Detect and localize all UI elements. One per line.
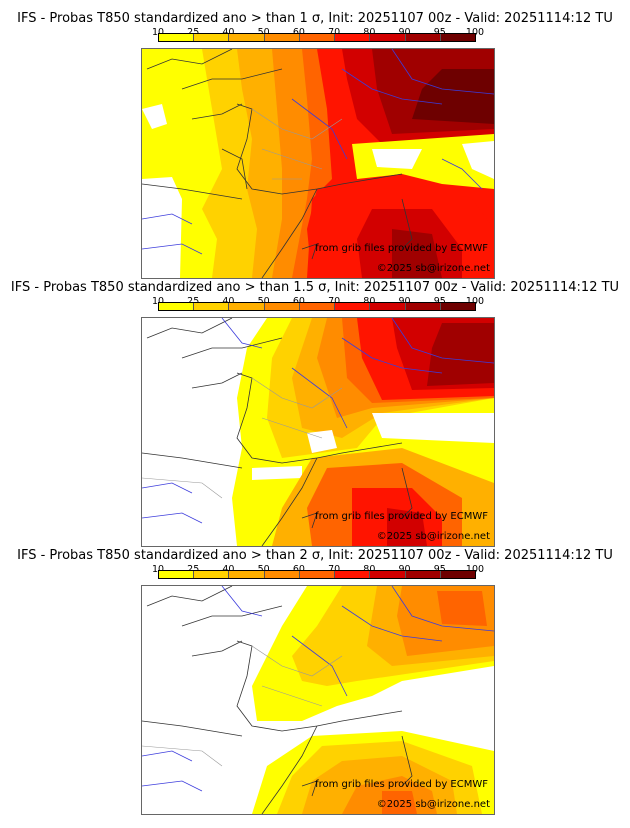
colorbar-tick-label: 10 xyxy=(151,27,165,38)
colorbar-ticks: 10 25 40 50 60 70 80 90 95 100 xyxy=(0,565,630,575)
map-panel-1: IFS - Probas T850 standardized ano > tha… xyxy=(0,11,630,281)
colorbar-segment xyxy=(159,34,195,41)
colorbar-tick-label: 80 xyxy=(363,296,376,307)
colorbar-segment xyxy=(299,34,336,41)
map-panel-2: IFS - Probas T850 standardized ano > tha… xyxy=(0,280,630,550)
colorbar-tick-label: 70 xyxy=(328,296,341,307)
colorbar-ticks: 10 25 40 50 60 70 80 90 95 100 xyxy=(0,297,630,307)
colorbar-segment xyxy=(264,571,300,578)
colorbar-segment xyxy=(159,571,195,578)
colorbar-tick-label: 10 xyxy=(151,296,165,307)
colorbar-tick-label: 95 xyxy=(433,296,446,307)
colorbar-tick-label: 40 xyxy=(222,296,235,307)
colorbar-segment xyxy=(440,34,475,41)
colorbar-segment xyxy=(370,571,406,578)
colorbar-tick-label: 95 xyxy=(433,564,446,575)
map-panel-3: IFS - Probas T850 standardized ano > tha… xyxy=(0,548,630,818)
colorbar-segment xyxy=(229,34,265,41)
colorbar-segment xyxy=(299,303,336,310)
colorbar xyxy=(158,302,476,311)
colorbar-segment xyxy=(335,34,371,41)
colorbar-tick-label: 40 xyxy=(222,27,235,38)
colorbar-segment xyxy=(405,303,441,310)
colorbar-segment xyxy=(440,571,475,578)
colorbar-tick-label: 70 xyxy=(328,564,341,575)
copyright-credit: ©2025 sb@irizone.net xyxy=(376,799,490,810)
panel-title: IFS - Probas T850 standardized ano > tha… xyxy=(17,548,613,563)
colorbar-tick-label: 25 xyxy=(187,296,200,307)
copyright-credit: ©2025 sb@irizone.net xyxy=(376,531,490,542)
colorbar-tick-label: 70 xyxy=(328,27,341,38)
colorbar-ticks: 10 25 40 50 60 70 80 90 95 100 xyxy=(0,28,630,38)
panel-title: IFS - Probas T850 standardized ano > tha… xyxy=(17,11,613,26)
data-source-credit: from grib files provided by ECMWF xyxy=(315,511,488,522)
probability-map: from grib files provided by ECMWF ©2025 … xyxy=(141,48,495,279)
colorbar-segment xyxy=(264,34,300,41)
panel-title: IFS - Probas T850 standardized ano > tha… xyxy=(10,280,620,295)
colorbar-segment xyxy=(370,303,406,310)
map-graphic xyxy=(142,586,494,814)
colorbar-tick-label: 80 xyxy=(363,564,376,575)
colorbar-segment xyxy=(405,34,441,41)
colorbar-tick-label: 100 xyxy=(465,27,485,38)
data-source-credit: from grib files provided by ECMWF xyxy=(315,243,488,254)
colorbar xyxy=(158,570,476,579)
data-source-credit: from grib files provided by ECMWF xyxy=(315,779,488,790)
colorbar-segment xyxy=(264,303,300,310)
probability-map: from grib files provided by ECMWF ©2025 … xyxy=(141,317,495,547)
colorbar-tick-label: 50 xyxy=(257,564,270,575)
copyright-credit: ©2025 sb@irizone.net xyxy=(376,263,490,274)
colorbar-tick-label: 60 xyxy=(292,296,305,307)
colorbar-segment xyxy=(299,571,336,578)
colorbar-tick-label: 40 xyxy=(222,564,235,575)
colorbar-tick-label: 90 xyxy=(398,296,411,307)
colorbar-segment xyxy=(335,303,371,310)
colorbar-tick-label: 80 xyxy=(363,27,376,38)
colorbar-segment xyxy=(194,34,230,41)
colorbar-segment xyxy=(335,571,371,578)
map-graphic xyxy=(142,49,494,278)
colorbar xyxy=(158,33,476,42)
colorbar-tick-label: 90 xyxy=(398,564,411,575)
colorbar-tick-label: 60 xyxy=(292,564,305,575)
colorbar-segment xyxy=(229,571,265,578)
colorbar-tick-label: 25 xyxy=(187,564,200,575)
colorbar-tick-label: 95 xyxy=(433,27,446,38)
colorbar-tick-label: 25 xyxy=(187,27,200,38)
colorbar-segment xyxy=(194,571,230,578)
colorbar-tick-label: 90 xyxy=(398,27,411,38)
colorbar-tick-label: 50 xyxy=(257,296,270,307)
map-graphic xyxy=(142,318,494,546)
colorbar-segment xyxy=(440,303,475,310)
colorbar-tick-label: 100 xyxy=(465,564,485,575)
colorbar-segment xyxy=(229,303,265,310)
colorbar-segment xyxy=(405,571,441,578)
colorbar-tick-label: 10 xyxy=(151,564,165,575)
colorbar-tick-label: 100 xyxy=(465,296,485,307)
colorbar-segment xyxy=(370,34,406,41)
colorbar-segment xyxy=(194,303,230,310)
colorbar-tick-label: 50 xyxy=(257,27,270,38)
colorbar-tick-label: 60 xyxy=(292,27,305,38)
probability-map: from grib files provided by ECMWF ©2025 … xyxy=(141,585,495,815)
colorbar-segment xyxy=(159,303,195,310)
